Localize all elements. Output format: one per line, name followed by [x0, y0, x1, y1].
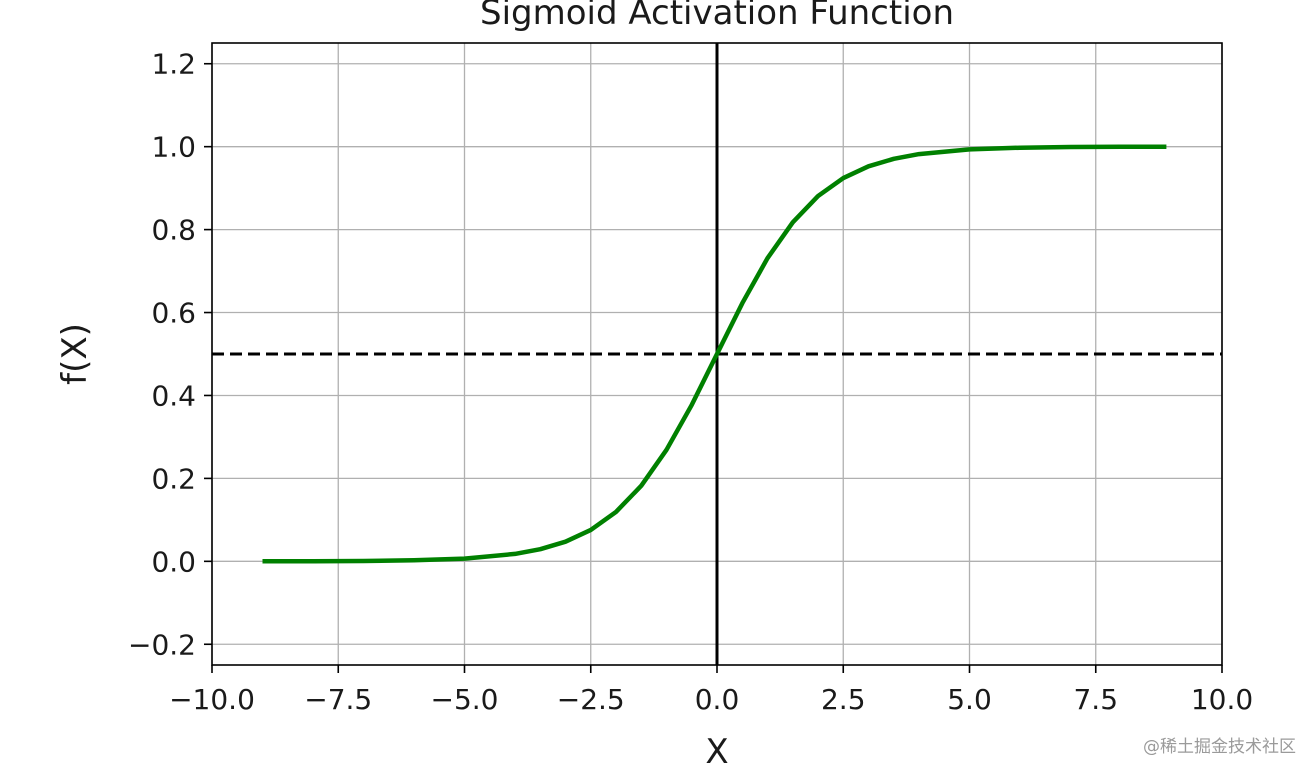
- y-axis-ticks: −0.2 0.0 0.2 0.4 0.6 0.8 1.0 1.2: [128, 48, 212, 661]
- y-tick-label: 0.8: [151, 214, 196, 247]
- chart-title: Sigmoid Activation Function: [480, 0, 954, 33]
- x-tick-label: 5.0: [947, 683, 992, 716]
- y-tick-label: 0.2: [151, 462, 196, 495]
- sigmoid-curve: [262, 144, 1167, 564]
- x-tick-label: −5.0: [431, 683, 499, 716]
- y-axis-title: f(X): [55, 323, 95, 385]
- y-tick-label: 1.0: [151, 131, 196, 164]
- series-layer: [262, 144, 1167, 564]
- y-tick-label: 0.0: [151, 545, 196, 578]
- x-tick-label: 10.0: [1191, 683, 1253, 716]
- watermark-text: @稀土掘金技术社区: [1143, 737, 1296, 757]
- x-tick-label: −7.5: [304, 683, 372, 716]
- y-tick-label: −0.2: [128, 628, 196, 661]
- x-tick-label: 2.5: [821, 683, 866, 716]
- x-tick-label: −2.5: [557, 683, 625, 716]
- x-tick-label: 0.0: [695, 683, 740, 716]
- x-tick-label: −10.0: [169, 683, 255, 716]
- y-tick-label: 0.4: [151, 379, 196, 412]
- x-axis-title: X: [705, 732, 728, 772]
- y-tick-label: 0.6: [151, 297, 196, 330]
- x-axis-ticks: −10.0 −7.5 −5.0 −2.5 0.0 2.5 5.0 7.5 10.0: [169, 665, 1253, 716]
- x-tick-label: 7.5: [1073, 683, 1118, 716]
- y-tick-label: 1.2: [151, 48, 196, 81]
